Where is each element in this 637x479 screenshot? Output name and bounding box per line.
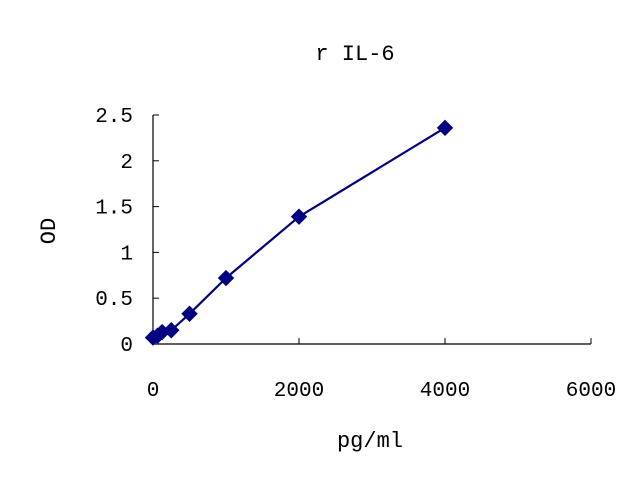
series-line [152, 126, 446, 339]
y-tick-label: 2 [120, 152, 133, 175]
y-tick-label: 1.5 [95, 198, 133, 221]
x-tick-label: 6000 [566, 380, 616, 403]
x-tick-label: 0 [147, 380, 160, 403]
series [144, 119, 454, 346]
y-tick-labels: 0 0.5 1 1.5 2 2.5 [95, 106, 133, 358]
y-tick-label: 1 [120, 243, 133, 266]
data-point-marker [163, 322, 180, 339]
x-axis-label: pg/ml [337, 429, 403, 454]
y-axis-label: OD [37, 218, 62, 244]
data-point-marker [436, 119, 454, 137]
x-tick-label: 2000 [274, 380, 324, 403]
chart-title: r IL-6 [315, 42, 394, 67]
x-tick-label: 4000 [420, 380, 470, 403]
data-point-marker [181, 305, 198, 322]
y-tick-label: 2.5 [95, 106, 133, 129]
x-tick-labels: 0 2000 4000 6000 [147, 380, 617, 403]
data-point-marker [290, 208, 308, 225]
axes [152, 114, 592, 345]
data-point-marker [217, 269, 235, 287]
y-tick-label: 0 [120, 335, 133, 358]
y-tick-label: 0.5 [95, 289, 133, 312]
